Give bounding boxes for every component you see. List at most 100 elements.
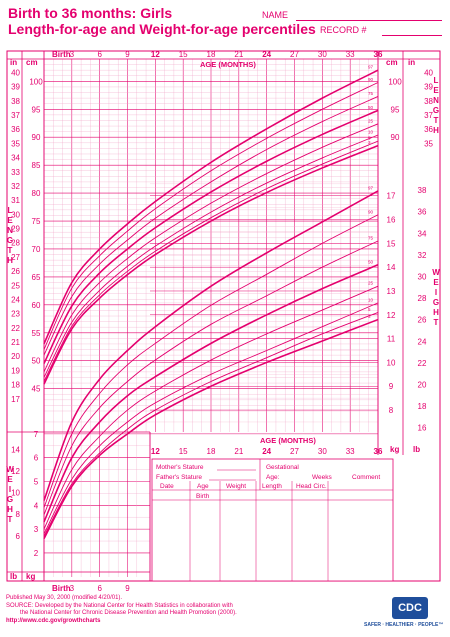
weight-vertical-label-right: E — [433, 278, 439, 287]
weight-percentile-label: 25 — [368, 281, 374, 286]
weight-vertical-label-right: W — [432, 268, 440, 277]
lb-unit-label-bottom: lb — [10, 572, 17, 581]
in-tick-left: 20 — [11, 352, 20, 361]
table-frame — [151, 458, 394, 582]
age-months-label-top: AGE (MONTHS) — [200, 60, 256, 69]
lb-tick-right: 18 — [418, 402, 427, 411]
length-vertical-label: H — [7, 256, 13, 265]
in-tick-left: 31 — [11, 196, 20, 205]
name-field[interactable] — [296, 20, 442, 21]
cm-tick-left: 95 — [32, 105, 41, 114]
weight-vertical-label-right: T — [434, 318, 439, 327]
cm-tick-left: 55 — [32, 329, 41, 338]
lb-tick-right: 22 — [418, 359, 427, 368]
age-header: Age — [197, 483, 209, 490]
weight-percentile-label: 97 — [368, 185, 374, 190]
gestational-label: Gestational — [266, 464, 299, 471]
weight-percentile-label: 3 — [368, 314, 371, 319]
length-vertical-label: L — [8, 206, 13, 215]
footer-url[interactable]: http://www.cdc.gov/growthcharts — [6, 618, 101, 624]
weight-vertical-label: W — [6, 465, 14, 474]
age-tick-top: 24 — [262, 50, 271, 59]
length-percentile-97-line — [43, 69, 379, 345]
chart-frames — [6, 50, 441, 582]
in-tick-left: 39 — [11, 83, 20, 92]
birth-row-label: Birth — [196, 493, 210, 500]
age-tick-top: 30 — [318, 50, 327, 59]
weight-percentile-5-line — [43, 312, 379, 537]
weight-percentile-90-line — [43, 214, 379, 508]
weight-vertical-label-right: H — [433, 308, 439, 317]
age-tick-mid: 33 — [346, 447, 355, 456]
head-circ-header: Head Circ. — [296, 483, 327, 490]
age-tick-bottom: 9 — [125, 584, 130, 593]
lb-tick-right: 34 — [418, 229, 427, 238]
length-percentile-10-line — [43, 134, 379, 378]
length-percentile-75-line — [43, 96, 379, 356]
weight-percentile-97-line — [43, 190, 379, 501]
cm-tick-right: 90 — [391, 133, 400, 142]
age-tick-mid: 12 — [151, 447, 160, 456]
cm-tick-left: 75 — [32, 217, 41, 226]
length-vertical-label-right: H — [433, 126, 439, 135]
in-tick-left: 37 — [11, 111, 20, 120]
lb-tick-left: 6 — [16, 532, 21, 541]
lb-tick-right: 28 — [418, 294, 427, 303]
lb-unit-label: lb — [413, 445, 420, 454]
length-vertical-label: N — [7, 226, 13, 235]
cm-tick-left: 85 — [32, 161, 41, 170]
in-unit-label-right: in — [408, 58, 415, 67]
in-tick-left: 30 — [11, 210, 20, 219]
age-tick-bottom: 3 — [70, 584, 75, 593]
lb-tick-right: 26 — [418, 316, 427, 325]
in-tick-left: 22 — [11, 324, 20, 333]
in-tick-left: 24 — [11, 295, 20, 304]
weight-percentile-label: 5 — [368, 307, 371, 312]
cm-tick-left: 60 — [32, 301, 41, 310]
cm-tick-right: 95 — [391, 105, 400, 114]
length-percentile-25-line — [43, 123, 379, 373]
length-vertical-label-right: E — [433, 86, 439, 95]
weight-percentile-25-line — [43, 285, 379, 530]
footer-source: SOURCE: Developed by the National Center… — [6, 603, 233, 609]
weight-percentile-75-line — [43, 240, 379, 516]
footer-published: Published May 30, 2000 (modified 4/20/01… — [6, 595, 123, 601]
cm-tick-left: 45 — [32, 385, 41, 394]
length-vertical-label-right: L — [434, 76, 439, 85]
weight-vertical-label: T — [8, 515, 13, 524]
cm-tick-left: 50 — [32, 357, 41, 366]
lb-tick-right: 36 — [418, 208, 427, 217]
in-tick-left: 26 — [11, 267, 20, 276]
birth-label-top: Birth — [52, 50, 71, 59]
in-tick-left: 17 — [11, 395, 20, 404]
lb-tick-left: 12 — [11, 467, 20, 476]
age-tick-top: 36 — [374, 50, 383, 59]
length-percentile-label: 50 — [368, 105, 374, 110]
weight-percentile-label: 90 — [368, 209, 374, 214]
kg-tick-left: 4 — [34, 501, 39, 510]
length-vertical-label: E — [7, 216, 13, 225]
cdc-logo: CDC — [392, 597, 428, 619]
cm-tick-left: 70 — [32, 245, 41, 254]
kg-tick-right: 9 — [389, 382, 394, 391]
name-label: NAME — [262, 10, 289, 20]
record-field[interactable] — [382, 35, 442, 36]
in-tick-left: 35 — [11, 139, 20, 148]
age-tick-top: 33 — [346, 50, 355, 59]
length-vertical-label-right: T — [434, 116, 439, 125]
in-tick-right: 36 — [424, 125, 433, 134]
weight-vertical-label: E — [7, 475, 13, 484]
weight-header: Weight — [226, 483, 246, 490]
length-percentile-5-line — [43, 140, 379, 382]
weight-vertical-label-right: G — [433, 298, 439, 307]
length-vertical-label: G — [7, 236, 13, 245]
kg-tick-right: 14 — [387, 263, 396, 272]
age-tick-top: 18 — [207, 50, 216, 59]
lb-tick-left: 8 — [16, 510, 21, 519]
in-tick-left: 28 — [11, 239, 20, 248]
cm-tick-left: 65 — [32, 273, 41, 282]
in-tick-left: 29 — [11, 225, 20, 234]
fathers-stature-label: Father's Stature — [156, 474, 202, 481]
length-vertical-label-right: N — [433, 96, 439, 105]
